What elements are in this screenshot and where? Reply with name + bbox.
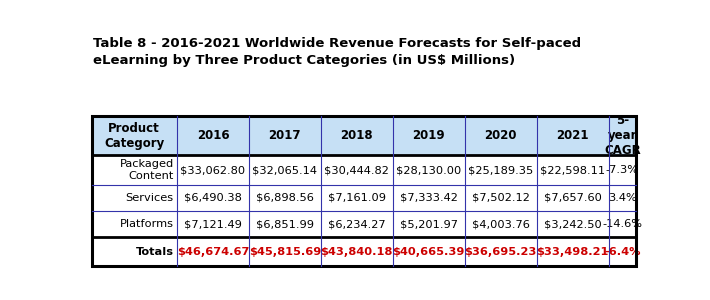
Bar [464, 211, 537, 237]
Bar [321, 185, 393, 211]
Bar [92, 237, 177, 266]
Text: $4,003.76: $4,003.76 [471, 219, 530, 229]
Text: 2019: 2019 [413, 129, 445, 142]
Bar [608, 116, 636, 155]
Bar [92, 155, 177, 185]
Bar [321, 155, 393, 185]
Text: $6,490.38: $6,490.38 [184, 193, 242, 203]
Bar [537, 155, 608, 185]
Text: 2020: 2020 [484, 129, 517, 142]
Bar [92, 211, 177, 237]
Text: $36,695.23: $36,695.23 [464, 247, 537, 256]
Text: Product
Category: Product Category [104, 122, 165, 150]
Bar [608, 155, 636, 185]
Text: $33,062.80: $33,062.80 [180, 165, 246, 175]
Text: $30,444.82: $30,444.82 [324, 165, 389, 175]
Bar [464, 185, 537, 211]
Bar [393, 185, 464, 211]
Text: $43,840.18: $43,840.18 [321, 247, 393, 256]
Text: $6,898.56: $6,898.56 [256, 193, 314, 203]
Text: $25,189.35: $25,189.35 [468, 165, 533, 175]
Text: 2021: 2021 [557, 129, 589, 142]
Bar [177, 211, 249, 237]
Bar [608, 185, 636, 211]
Text: Table 8 - 2016-2021 Worldwide Revenue Forecasts for Self-paced
eLearning by Thre: Table 8 - 2016-2021 Worldwide Revenue Fo… [93, 37, 581, 67]
Text: $33,498.21: $33,498.21 [536, 247, 608, 256]
Text: Packaged
Content: Packaged Content [119, 159, 174, 181]
Bar [177, 185, 249, 211]
Text: $7,161.09: $7,161.09 [328, 193, 386, 203]
Text: Totals: Totals [136, 247, 174, 256]
Bar [608, 237, 636, 266]
Text: $28,130.00: $28,130.00 [396, 165, 462, 175]
Bar [393, 116, 464, 155]
Bar [393, 211, 464, 237]
Text: $46,674.67: $46,674.67 [177, 247, 249, 256]
Bar [92, 116, 636, 266]
Bar [537, 211, 608, 237]
Bar [464, 155, 537, 185]
Bar [393, 237, 464, 266]
Bar [321, 211, 393, 237]
Text: $7,121.49: $7,121.49 [184, 219, 242, 229]
Bar [537, 185, 608, 211]
Bar [464, 237, 537, 266]
Text: $7,502.12: $7,502.12 [471, 193, 530, 203]
Bar [321, 237, 393, 266]
Text: 3.4%: 3.4% [608, 193, 637, 203]
Bar [464, 116, 537, 155]
Text: 2017: 2017 [268, 129, 301, 142]
Text: -14.6%: -14.6% [602, 219, 643, 229]
Bar [249, 116, 321, 155]
Bar [92, 116, 177, 155]
Bar [393, 155, 464, 185]
Text: Platforms: Platforms [120, 219, 174, 229]
Text: $6,851.99: $6,851.99 [256, 219, 314, 229]
Text: $22,598.11: $22,598.11 [540, 165, 605, 175]
Text: -7.3%: -7.3% [606, 165, 639, 175]
Bar [537, 237, 608, 266]
Bar [249, 237, 321, 266]
Bar [177, 155, 249, 185]
Bar [177, 237, 249, 266]
Text: $3,242.50: $3,242.50 [544, 219, 601, 229]
Bar [321, 116, 393, 155]
Text: 5-
year
CAGR: 5- year CAGR [604, 114, 640, 157]
Bar [249, 155, 321, 185]
Bar [92, 185, 177, 211]
Text: $45,815.69: $45,815.69 [248, 247, 321, 256]
Text: -6.4%: -6.4% [604, 247, 640, 256]
Text: $32,065.14: $32,065.14 [252, 165, 317, 175]
Bar [537, 116, 608, 155]
Text: $7,657.60: $7,657.60 [544, 193, 601, 203]
Text: 2016: 2016 [197, 129, 229, 142]
Text: Services: Services [126, 193, 174, 203]
Text: $40,665.39: $40,665.39 [393, 247, 465, 256]
Text: $5,201.97: $5,201.97 [400, 219, 458, 229]
Text: 2018: 2018 [341, 129, 373, 142]
Bar [177, 116, 249, 155]
Bar [249, 211, 321, 237]
Text: $7,333.42: $7,333.42 [400, 193, 458, 203]
Bar [249, 185, 321, 211]
Bar [608, 211, 636, 237]
Text: $6,234.27: $6,234.27 [328, 219, 386, 229]
